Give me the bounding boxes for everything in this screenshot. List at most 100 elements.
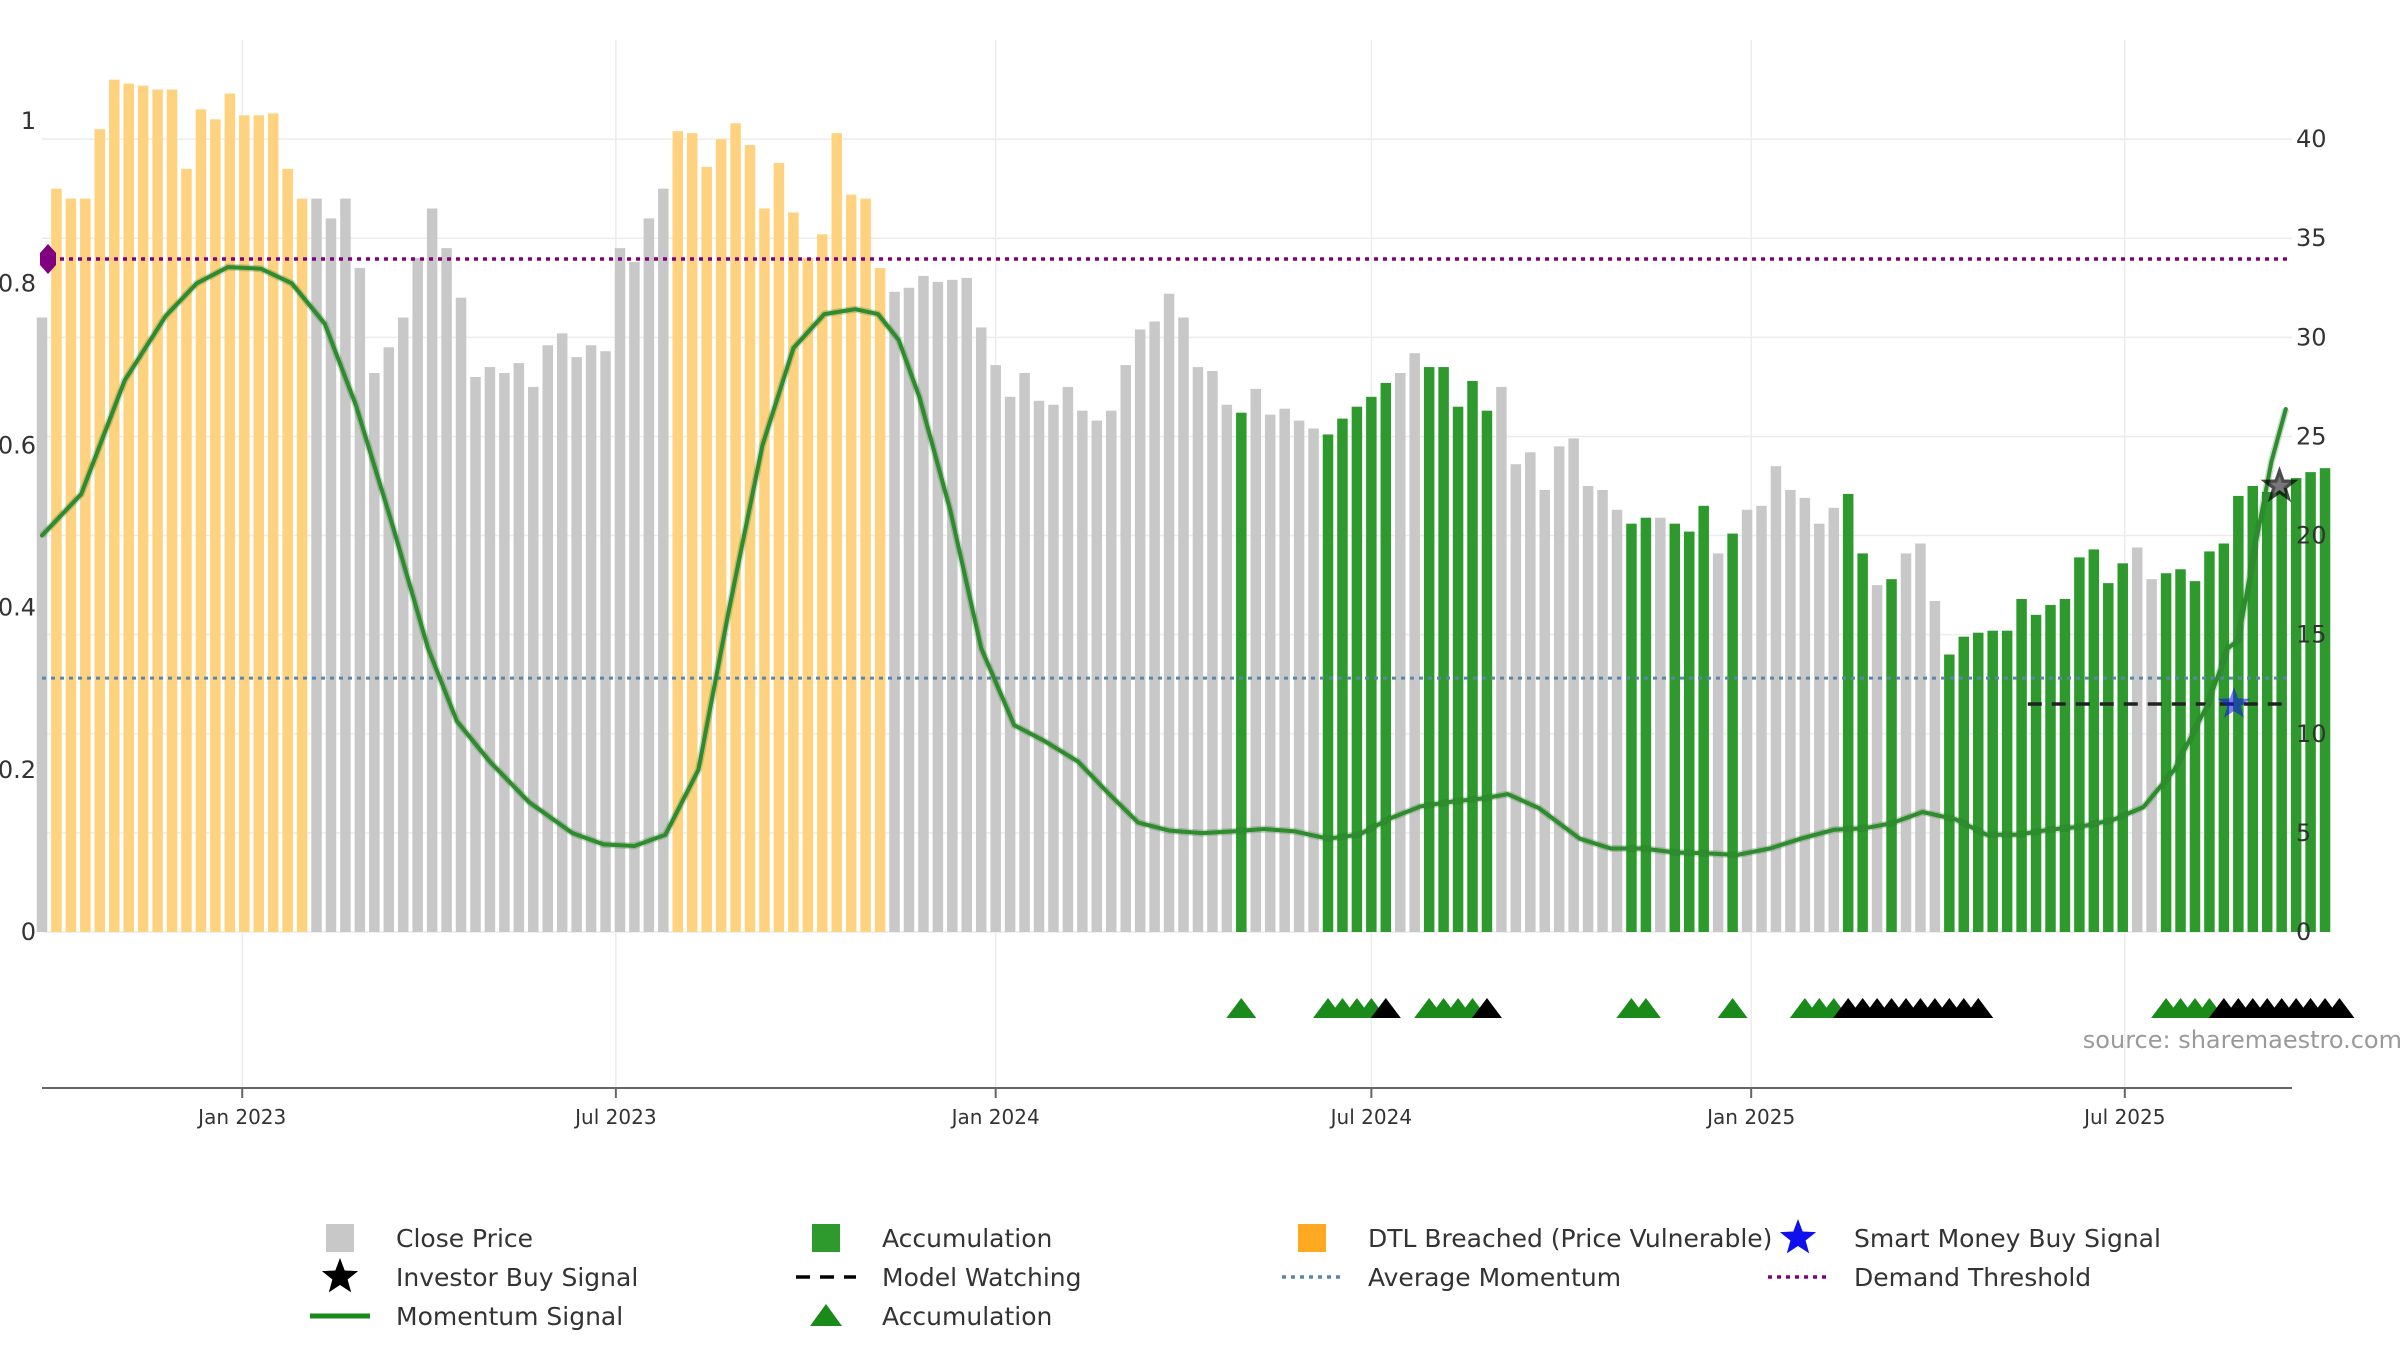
close-price-bar — [1279, 408, 1290, 932]
legend-label: Model Watching — [882, 1263, 1082, 1292]
accumulation-bar — [2276, 487, 2287, 932]
accumulation-bar — [2160, 573, 2172, 932]
close-price-bar — [600, 351, 611, 933]
close-price-bar — [325, 218, 337, 932]
right-tick-label: 10 — [2296, 720, 2327, 748]
legend-symbol — [812, 1224, 840, 1252]
close-price-bar — [1828, 507, 1839, 932]
accumulation-bar — [2074, 557, 2085, 932]
close-price-bar — [961, 277, 973, 932]
accumulation-bar — [1366, 396, 1377, 932]
close-price-bar — [1149, 321, 1160, 932]
accumulation-bar — [1972, 632, 1984, 932]
left-tick-label: 0 — [21, 918, 36, 946]
dtl-breached-bar — [730, 123, 741, 932]
close-price-bar — [1134, 329, 1146, 933]
legend-item: Momentum Signal — [310, 1302, 623, 1331]
dtl-breached-bar — [282, 168, 293, 932]
close-price-bar — [990, 365, 1001, 932]
legend-item: Accumulation — [810, 1302, 1052, 1331]
accumulation-bar — [2175, 569, 2186, 932]
accumulation-bar — [2030, 614, 2042, 932]
close-price-bar — [1178, 317, 1189, 932]
legend-item: Accumulation — [812, 1224, 1052, 1253]
close-price-bar — [1207, 371, 1218, 932]
close-price-bar — [1250, 388, 1262, 933]
close-price-bar — [2146, 579, 2157, 932]
right-tick-label: 0 — [2296, 918, 2311, 946]
legend-item: Model Watching — [796, 1263, 1082, 1292]
x-tick-label: Jan 2023 — [196, 1105, 286, 1129]
close-price-bar — [1900, 553, 1912, 932]
right-tick-label: 15 — [2296, 621, 2327, 649]
accumulation-bar — [1640, 517, 1652, 932]
dtl-breached-bar — [788, 212, 799, 932]
legend-item: Demand Threshold — [1768, 1263, 2091, 1292]
legend-label: Momentum Signal — [396, 1302, 623, 1331]
dtl-breached-bar — [166, 89, 178, 933]
close-price-bar — [1048, 404, 1059, 932]
legend-label: Close Price — [396, 1224, 533, 1253]
legend-label: Accumulation — [882, 1224, 1052, 1253]
accumulation-bar — [2261, 491, 2273, 932]
accumulation-bar — [2305, 472, 2316, 932]
dtl-breached-bar — [253, 115, 264, 932]
close-price-bar — [484, 367, 496, 933]
dtl-breached-bar — [715, 139, 727, 933]
accumulation-triangle — [1717, 998, 1748, 1018]
close-price-bar — [499, 373, 510, 933]
accumulation-bar — [1886, 579, 1897, 932]
smart-money-buy-signal-marker — [2217, 687, 2251, 718]
accumulation-bar — [1698, 505, 1709, 932]
legend-item: Smart Money Buy Signal — [1779, 1219, 2161, 1254]
legend-label: Investor Buy Signal — [396, 1263, 638, 1292]
close-price-bar — [1741, 509, 1753, 932]
start-marker — [40, 243, 56, 274]
accumulation-bar — [1351, 406, 1363, 932]
close-price-bar — [1033, 400, 1045, 933]
close-price-bar — [556, 333, 568, 932]
close-price-bar — [383, 347, 395, 932]
dtl-breached-bar — [210, 119, 221, 933]
close-price-bar — [903, 287, 915, 932]
accumulation-bar — [1944, 654, 1955, 932]
close-price-bar — [1568, 438, 1579, 932]
dtl-breached-bar — [224, 93, 236, 932]
legend-symbol — [1298, 1224, 1326, 1252]
close-price-bar — [1597, 489, 1608, 932]
close-price-bar — [397, 317, 409, 932]
close-price-bar — [629, 262, 640, 932]
dtl-breached-bar — [773, 162, 785, 933]
close-price-bar — [1077, 410, 1088, 933]
accumulation-bar — [2117, 563, 2128, 932]
price-bars — [36, 79, 2331, 933]
accumulation-bar — [1467, 380, 1478, 932]
dtl-breached-bar — [672, 131, 684, 932]
dtl-breached-bar — [65, 198, 77, 933]
accumulation-bar — [1842, 493, 1854, 932]
left-tick-label: 1 — [21, 107, 36, 135]
close-price-bar — [1785, 489, 1796, 932]
dtl-breached-bar — [874, 267, 886, 932]
accumulation-bar — [2218, 543, 2230, 932]
legend-item: DTL Breached (Price Vulnerable) — [1298, 1224, 1772, 1253]
close-price-bar — [571, 357, 582, 933]
accumulation-triangle — [1630, 998, 1661, 1018]
dtl-breached-bar — [181, 168, 192, 932]
right-tick-label: 40 — [2296, 125, 2327, 153]
close-price-bar — [918, 275, 929, 933]
accumulation-bar — [2059, 598, 2071, 932]
dtl-breached-bar — [759, 208, 770, 932]
close-price-bar — [1221, 404, 1233, 932]
close-price-bar — [1814, 523, 1825, 932]
accumulation-bar — [1958, 636, 1970, 932]
close-price-bar — [1770, 466, 1782, 932]
dtl-breached-bar — [152, 89, 163, 933]
legend-symbol — [1779, 1219, 1817, 1254]
close-price-bar — [1799, 497, 1811, 932]
dtl-breached-bar — [123, 83, 134, 932]
close-price-bar — [1611, 509, 1623, 932]
right-tick-label: 30 — [2296, 323, 2327, 351]
